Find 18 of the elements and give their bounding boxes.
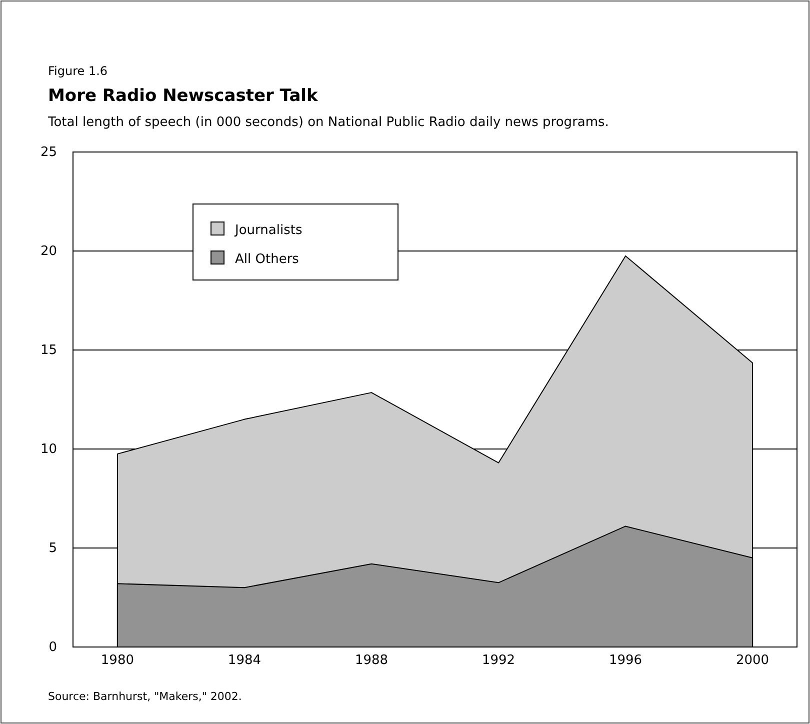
caption: Figure 1.6 (48, 64, 108, 78)
y-tick-label: 15 (40, 343, 57, 358)
legend-label: Journalists (234, 223, 302, 238)
x-tick-label: 2000 (736, 653, 770, 668)
y-tick-label: 25 (40, 145, 57, 160)
x-tick-label: 1980 (100, 653, 134, 668)
x-tick-label: 1992 (482, 653, 516, 668)
y-tick-label: 5 (48, 541, 57, 556)
x-tick-label: 1984 (228, 653, 262, 668)
legend-label: All Others (235, 252, 300, 267)
x-tick-label: 1996 (608, 653, 642, 668)
y-tick-label: 0 (48, 640, 57, 656)
y-tick-label: 10 (40, 442, 57, 458)
x-tick-label: 1988 (354, 653, 388, 668)
chart-subtitle: Total length of speech (in 000 seconds) on National Public Radio daily news programs. (47, 115, 609, 130)
y-tick-label: 20 (40, 244, 57, 260)
chart-title: More Radio Newscaster Talk (48, 86, 318, 106)
source-note: Source: Barnhurst, "Makers," 2002. (48, 690, 242, 703)
